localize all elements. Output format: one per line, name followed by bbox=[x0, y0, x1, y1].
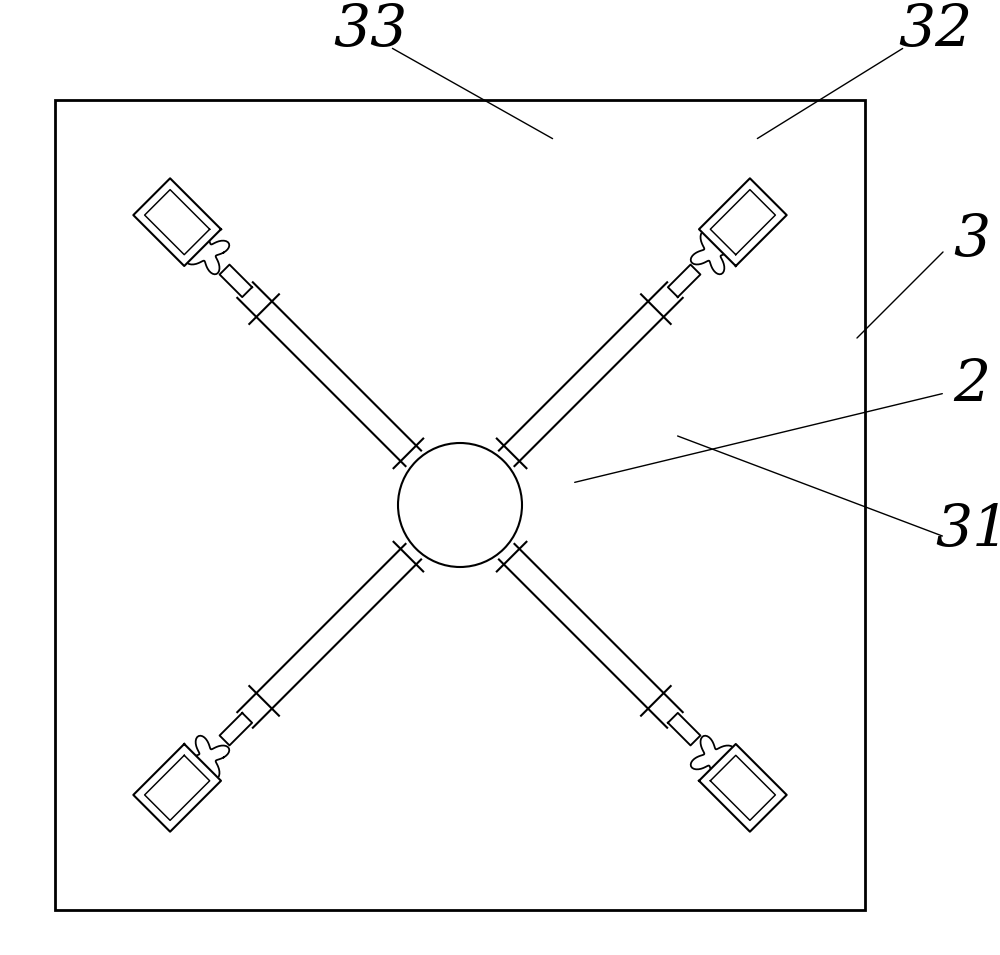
Circle shape bbox=[398, 443, 522, 567]
Text: 32: 32 bbox=[898, 2, 972, 58]
Text: 31: 31 bbox=[935, 501, 1000, 559]
Polygon shape bbox=[668, 265, 700, 297]
Text: 2: 2 bbox=[953, 357, 991, 414]
Polygon shape bbox=[220, 712, 252, 746]
Polygon shape bbox=[220, 265, 252, 297]
Text: 3: 3 bbox=[953, 212, 991, 268]
Polygon shape bbox=[699, 179, 787, 266]
Bar bbox=[55, 100, 865, 910]
Polygon shape bbox=[133, 744, 221, 832]
Polygon shape bbox=[668, 712, 700, 746]
Polygon shape bbox=[133, 179, 221, 266]
Polygon shape bbox=[699, 744, 787, 832]
Text: 33: 33 bbox=[333, 2, 407, 58]
